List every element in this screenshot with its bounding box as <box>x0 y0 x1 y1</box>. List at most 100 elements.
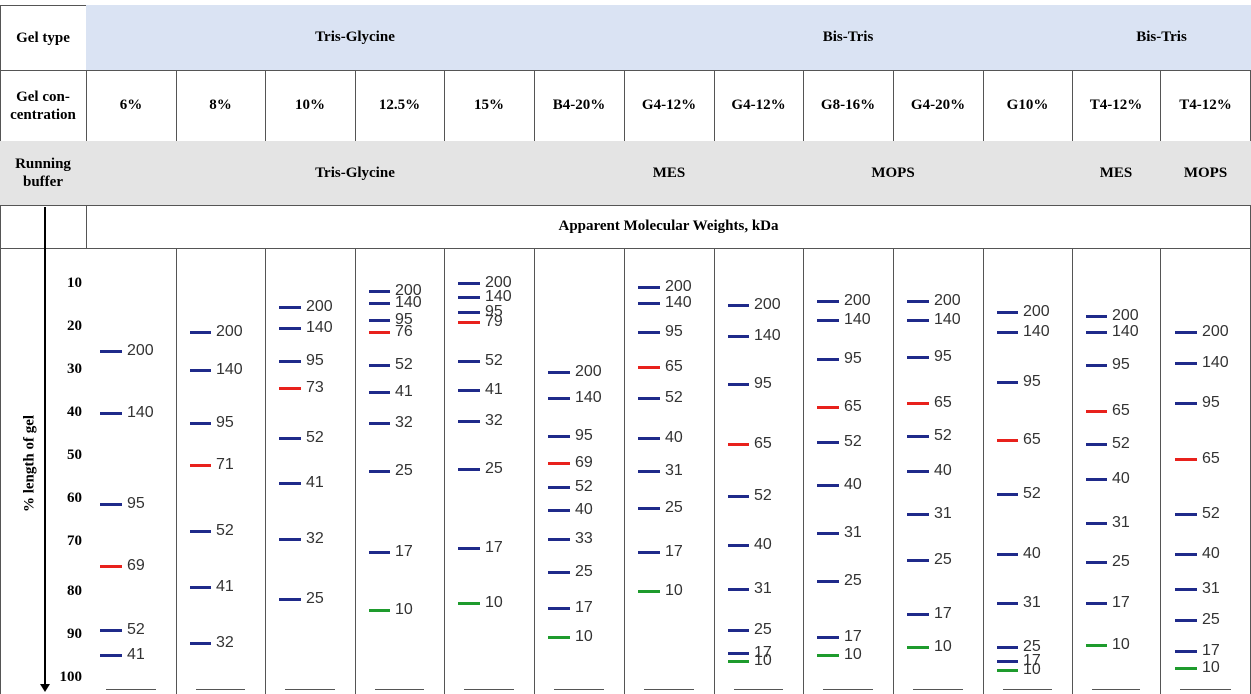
band-marker <box>907 401 929 405</box>
band-marker <box>728 629 749 633</box>
band-label: 200 <box>395 281 422 299</box>
band-marker <box>548 397 570 401</box>
band-label: 41 <box>395 383 413 401</box>
grid-vline <box>355 248 356 694</box>
band-label: 40 <box>844 476 862 494</box>
concentration-cell: B4-20% <box>552 97 606 113</box>
axis-tick-label: 20 <box>67 318 82 334</box>
band-marker <box>817 405 839 409</box>
band-marker <box>638 397 660 401</box>
band-label: 95 <box>485 302 503 320</box>
axis-tick-label: 80 <box>67 583 82 599</box>
band-marker <box>369 422 390 426</box>
band-marker <box>638 589 660 593</box>
running-buffer-cell: Tris-Glycine <box>86 141 624 205</box>
band-label: 10 <box>844 646 862 664</box>
axis-tick-label: 70 <box>67 533 82 549</box>
band-marker <box>369 391 390 395</box>
band-label: 25 <box>934 550 952 568</box>
band-marker <box>548 606 570 610</box>
band-marker <box>817 440 839 444</box>
gel-length-axis <box>44 207 46 685</box>
axis-tick-label: 50 <box>67 447 82 463</box>
band-marker <box>1086 643 1107 647</box>
band-marker <box>728 304 749 308</box>
band-marker <box>1175 362 1197 366</box>
band-label: 69 <box>127 557 145 575</box>
band-label: 52 <box>934 426 952 444</box>
band-marker <box>1175 587 1197 591</box>
band-marker <box>997 331 1018 335</box>
band-label: 17 <box>485 538 503 556</box>
grid-vline <box>0 5 1 694</box>
grid-vline <box>176 248 177 694</box>
band-marker <box>190 331 211 335</box>
axis-tick-label: 30 <box>67 361 82 377</box>
row-header-gel-type: Gel type <box>16 29 70 46</box>
band-marker <box>728 443 749 447</box>
band-label: 200 <box>127 341 154 359</box>
grid-vline <box>624 248 625 694</box>
band-marker <box>1175 650 1197 654</box>
band-marker <box>190 422 211 426</box>
grid-bottom-stub <box>375 689 424 690</box>
band-label: 25 <box>665 499 683 517</box>
band-label: 40 <box>1112 470 1130 488</box>
band-label: 32 <box>216 633 234 651</box>
band-label: 52 <box>575 478 593 496</box>
band-label: 52 <box>216 521 234 539</box>
band-label: 40 <box>934 461 952 479</box>
band-marker <box>997 380 1018 384</box>
band-marker <box>1175 401 1197 405</box>
band-marker <box>369 469 390 473</box>
band-label: 95 <box>1202 393 1220 411</box>
band-label: 31 <box>754 579 772 597</box>
band-marker <box>279 538 301 542</box>
running-buffer-cell: MES <box>1072 141 1160 205</box>
band-marker <box>279 387 301 391</box>
band-marker <box>638 331 660 335</box>
band-marker <box>1175 331 1197 335</box>
band-marker <box>997 668 1018 672</box>
band-marker <box>638 507 660 511</box>
band-marker <box>1086 602 1107 606</box>
band-label: 32 <box>395 414 413 432</box>
band-marker <box>997 492 1018 496</box>
band-marker <box>1086 478 1107 482</box>
band-marker <box>1175 457 1197 461</box>
band-label: 17 <box>665 542 683 560</box>
concentration-cell: T4-12% <box>1179 97 1232 113</box>
concentration-cell: 12.5% <box>378 97 421 113</box>
band-marker <box>100 629 122 633</box>
gel-type-group: Bis-Tris <box>1072 5 1251 70</box>
band-label: 25 <box>485 459 503 477</box>
grid-vline <box>893 248 894 694</box>
band-label: 52 <box>485 352 503 370</box>
grid-vline <box>893 70 894 141</box>
band-label: 140 <box>216 360 243 378</box>
band-marker <box>369 364 390 368</box>
band-label: 200 <box>306 298 333 316</box>
band-marker <box>817 579 839 583</box>
band-label: 52 <box>665 389 683 407</box>
band-label: 41 <box>216 577 234 595</box>
row-header-gel-concentration: Gel con- centration <box>10 88 76 123</box>
band-label: 52 <box>395 356 413 374</box>
band-label: 31 <box>1023 594 1041 612</box>
band-label: 40 <box>1023 544 1041 562</box>
grid-vline <box>624 70 625 141</box>
band-label: 140 <box>485 288 512 306</box>
band-marker <box>728 382 749 386</box>
band-label: 140 <box>575 389 602 407</box>
band-marker <box>1086 364 1107 368</box>
band-label: 69 <box>575 453 593 471</box>
band-label: 25 <box>754 621 772 639</box>
band-marker <box>1175 666 1197 670</box>
concentration-cell: 6% <box>119 97 143 113</box>
band-marker <box>997 602 1018 606</box>
band-label: 95 <box>306 352 324 370</box>
grid-bottom-stub <box>554 689 604 690</box>
band-marker <box>279 306 301 310</box>
band-marker <box>907 434 929 438</box>
